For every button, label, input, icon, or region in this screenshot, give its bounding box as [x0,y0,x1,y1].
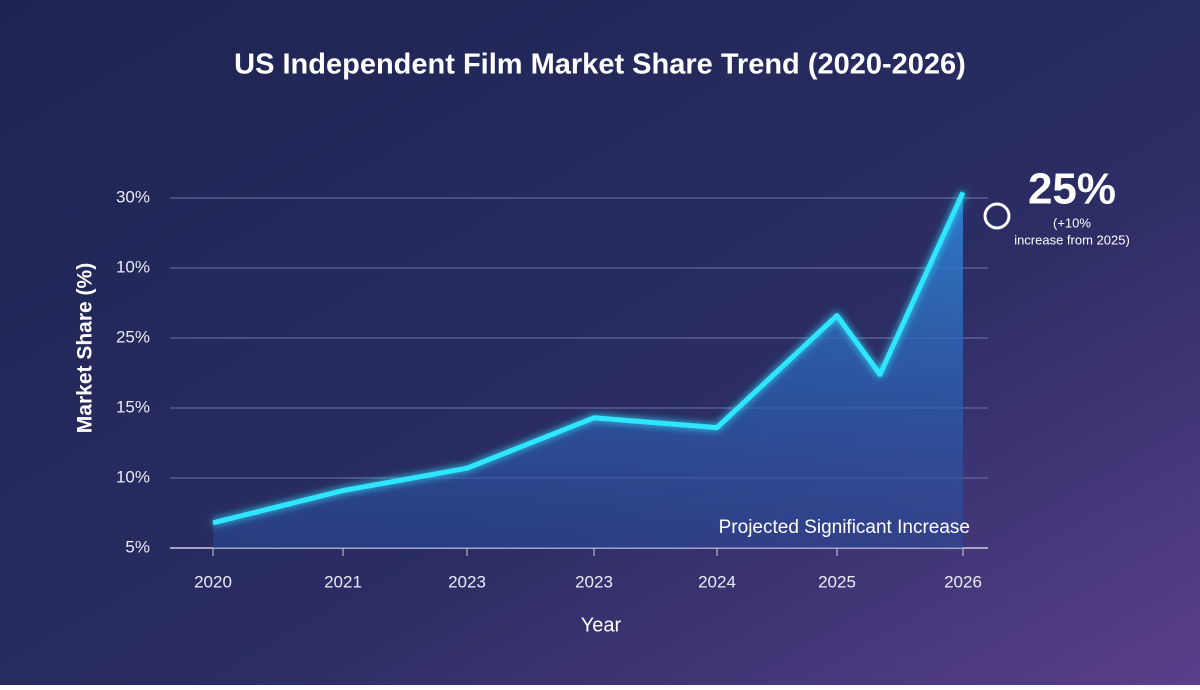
y-axis-label: Market Share (%) [74,263,97,433]
x-tick-label: 2021 [324,572,362,591]
x-tick-label: 2023 [575,572,613,591]
area [213,192,963,548]
annotation-line: increase from 2025) [1014,232,1130,247]
y-tick-label: 15% [116,397,150,416]
y-tick-label: 10% [116,257,150,276]
y-tick-label: 30% [116,187,150,206]
x-tick-label: 2024 [698,572,736,591]
y-tick-label: 5% [125,537,150,556]
x-tick-label: 2025 [818,572,856,591]
annotation-headline: 25% [1028,165,1116,214]
x-tick-label: 2026 [944,572,982,591]
y-tick-label: 25% [116,327,150,346]
y-tick-label: 10% [116,467,150,486]
x-axis-label: Year [581,614,622,636]
annotation-line: (+10% [1053,215,1091,230]
chart-title: US Independent Film Market Share Trend (… [234,49,966,81]
x-tick-label: 2023 [448,572,486,591]
line [212,191,966,526]
film-reel-icon [983,202,1011,230]
x-tick-label: 2020 [194,572,232,591]
area-annotation: Projected Significant Increase [719,517,970,538]
